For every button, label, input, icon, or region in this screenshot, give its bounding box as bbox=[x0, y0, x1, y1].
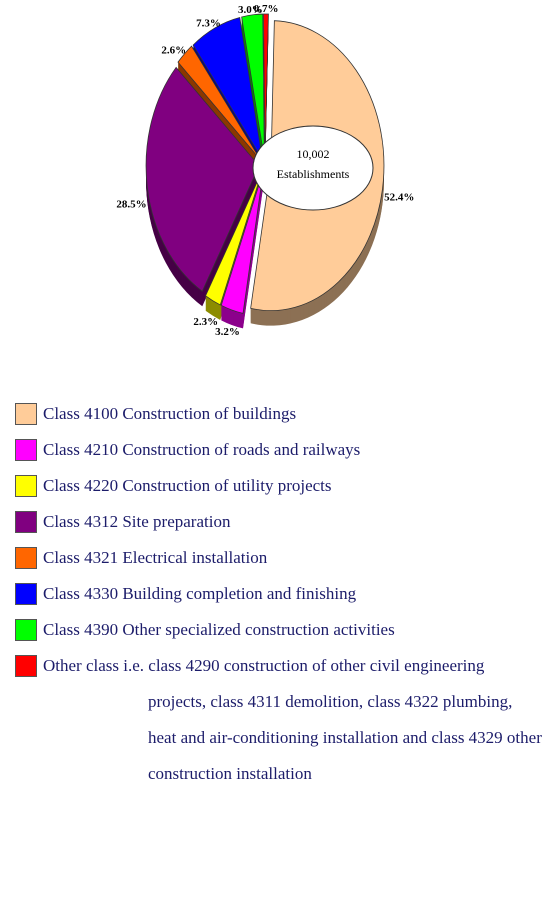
center-label: Establishments bbox=[277, 167, 350, 181]
legend-swatch bbox=[15, 475, 37, 497]
data-label: 28.5% bbox=[116, 198, 146, 210]
legend-swatch bbox=[15, 619, 37, 641]
chart: 52.4% 3.2%2.3% 28.5% 2.6% 7.3% 3.0%0.7% 10,002… bbox=[116, 3, 414, 338]
center-label: 10,002 bbox=[297, 147, 330, 161]
data-label: 3.2% bbox=[215, 326, 240, 338]
legend-swatch bbox=[15, 439, 37, 461]
data-label: 0.7% bbox=[254, 3, 279, 15]
slice bbox=[263, 13, 269, 160]
slice bbox=[177, 45, 262, 161]
legend-item: Class 4321 Electrical installation bbox=[0, 540, 556, 576]
legend-item: Class 4390 Other specialized constructio… bbox=[0, 612, 556, 648]
legend-swatch bbox=[15, 403, 37, 425]
legend-label: Class 4330 Building completion and finis… bbox=[43, 584, 357, 603]
legend-label: Class 4220 Construction of utility proje… bbox=[43, 476, 332, 495]
slice bbox=[192, 17, 263, 160]
legend-label: Class 4390 Other specialized constructio… bbox=[43, 620, 395, 639]
legend-swatch bbox=[15, 655, 37, 677]
legend-item: Class 4330 Building completion and finis… bbox=[0, 576, 556, 612]
legend-item: Class 4220 Construction of utility proje… bbox=[0, 468, 556, 504]
legend-label: Class 4100 Construction of buildings bbox=[43, 404, 297, 423]
legend-item: Class 4210 Construction of roads and rai… bbox=[0, 432, 556, 468]
slice bbox=[220, 170, 264, 314]
legend-label: Class 4321 Electrical installation bbox=[43, 548, 268, 567]
data-label: 7.3% bbox=[196, 17, 221, 29]
legend-item: Other class i.e. class 4290 construction… bbox=[0, 648, 556, 792]
legend-label: Other class i.e. class 4290 construction… bbox=[43, 656, 542, 783]
slice bbox=[205, 170, 263, 306]
legend-swatch bbox=[15, 547, 37, 569]
legend: Class 4100 Construction of buildings Clas… bbox=[0, 396, 556, 792]
legend-swatch bbox=[15, 511, 37, 533]
data-label: 2.6% bbox=[161, 44, 186, 56]
legend-swatch bbox=[15, 583, 37, 605]
data-label: 3.0% bbox=[238, 4, 263, 16]
slice bbox=[145, 66, 260, 292]
legend-label: Class 4210 Construction of roads and rai… bbox=[43, 440, 361, 459]
legend-item: Class 4100 Construction of buildings bbox=[0, 396, 556, 432]
legend-item: Class 4312 Site preparation bbox=[0, 504, 556, 540]
slice bbox=[241, 13, 265, 160]
data-label: 52.4% bbox=[384, 192, 414, 204]
data-label: 2.3% bbox=[193, 316, 218, 328]
center-label-box bbox=[252, 125, 374, 211]
legend-label: Class 4312 Site preparation bbox=[43, 512, 231, 531]
